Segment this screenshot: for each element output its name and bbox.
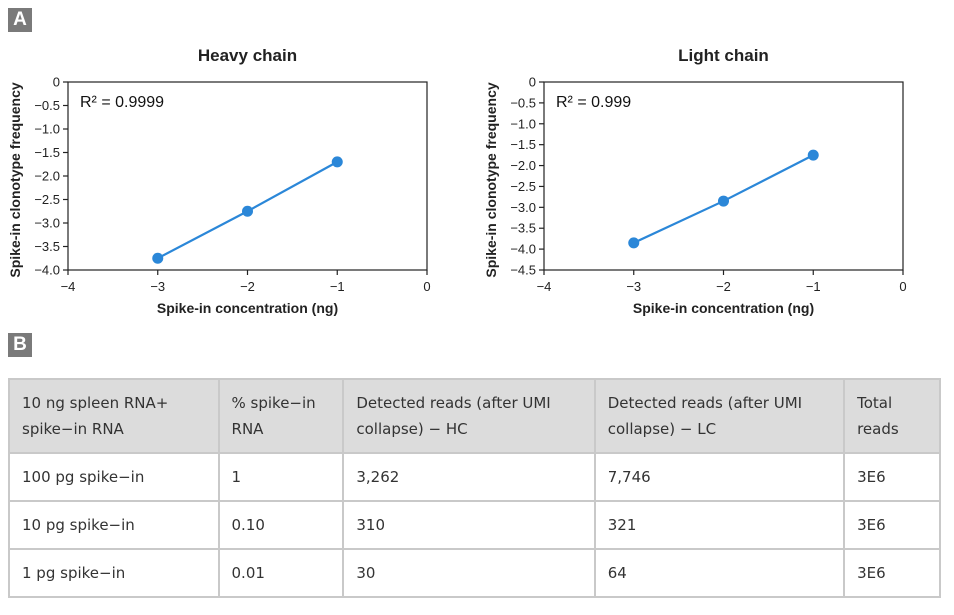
y-tick-label: 0 [53,75,60,90]
y-tick-label: −4.0 [510,242,536,257]
panel-b-label: B [8,333,32,357]
data-point [628,237,640,249]
y-tick-label: −3.0 [510,200,536,215]
header-total-reads: Total reads [843,378,941,454]
table-row: 10 pg spike−in 0.10 310 321 3E6 [8,500,941,550]
cell-reads-lc: 7,746 [593,452,846,502]
cell-sample: 100 pg spike−in [8,452,220,502]
x-tick-label: −3 [626,279,641,294]
y-tick-label: −4.5 [510,263,536,278]
y-tick-label: −0.5 [34,98,60,113]
y-tick-label: −2.0 [34,169,60,184]
y-tick-label: −1.5 [510,137,536,152]
x-tick-label: −4 [537,279,552,294]
x-tick-label: 0 [423,279,430,294]
cell-reads-lc: 64 [593,548,846,598]
x-tick-label: 0 [899,279,906,294]
r-squared-annotation: R² = 0.999 [556,94,631,111]
x-tick-label: −1 [806,279,821,294]
table-header-row: 10 ng spleen RNA+ spike−in RNA % spike−i… [8,378,941,454]
panel-a-label: A [8,8,32,32]
data-point [152,252,164,264]
cell-sample: 10 pg spike−in [8,500,220,550]
header-sample: 10 ng spleen RNA+ spike−in RNA [8,378,220,454]
header-detected-reads-lc: Detected reads (after UMI collapse) − LC [593,378,846,454]
cell-percent: 0.01 [217,548,345,598]
data-point [242,205,253,217]
data-point [807,149,819,161]
y-tick-label: −1.5 [34,145,60,160]
y-tick-label: 0 [529,75,536,90]
y-axis-label: Spike-in clonotype frequency [483,82,499,277]
cell-total-reads: 3E6 [843,548,941,598]
cell-reads-hc: 30 [342,548,596,598]
cell-sample: 1 pg spike−in [8,548,220,598]
chart-title: Heavy chain [198,46,297,65]
light-chain-chart: Light chain Spike-in concentration (ng) Sp… [483,46,907,316]
y-tick-label: −2.5 [34,192,60,207]
table-row: 1 pg spike−in 0.01 30 64 3E6 [8,548,941,598]
table-row: 100 pg spike−in 1 3,262 7,746 3E6 [8,452,941,502]
data-point [718,195,729,207]
cell-total-reads: 3E6 [843,500,941,550]
y-tick-label: −3.5 [34,239,60,254]
x-tick-label: −1 [330,279,345,294]
y-tick-label: −3.0 [34,216,60,231]
x-tick-label: −2 [716,279,731,294]
header-detected-reads-hc: Detected reads (after UMI collapse) − HC [342,378,596,454]
cell-reads-hc: 310 [342,500,596,550]
y-tick-label: −2.0 [510,158,536,173]
spike-in-reads-table: 10 ng spleen RNA+ spike−in RNA % spike−i… [8,378,941,598]
x-tick-label: −3 [150,279,165,294]
y-tick-label: −4.0 [34,263,60,278]
y-axis-label: Spike-in clonotype frequency [7,82,23,277]
y-tick-label: −2.5 [510,179,536,194]
cell-reads-hc: 3,262 [342,452,596,502]
cell-percent: 1 [217,452,345,502]
y-tick-label: −3.5 [510,221,536,236]
data-point [331,156,343,168]
x-axis-label: Spike-in concentration (ng) [157,300,338,316]
y-tick-label: −1.0 [34,122,60,137]
x-tick-label: −2 [240,279,255,294]
x-tick-label: −4 [61,279,76,294]
heavy-chain-chart: Heavy chain Spike-in concentration (ng) Sp… [7,46,431,316]
y-tick-label: −0.5 [510,95,536,110]
r-squared-annotation: R² = 0.9999 [80,94,164,111]
chart-title: Light chain [678,46,769,65]
cell-percent: 0.10 [217,500,345,550]
cell-reads-lc: 321 [593,500,846,550]
y-tick-label: −1.0 [510,116,536,131]
header-percent-spike-in: % spike−in RNA [217,378,345,454]
cell-total-reads: 3E6 [843,452,941,502]
x-axis-label: Spike-in concentration (ng) [633,300,814,316]
